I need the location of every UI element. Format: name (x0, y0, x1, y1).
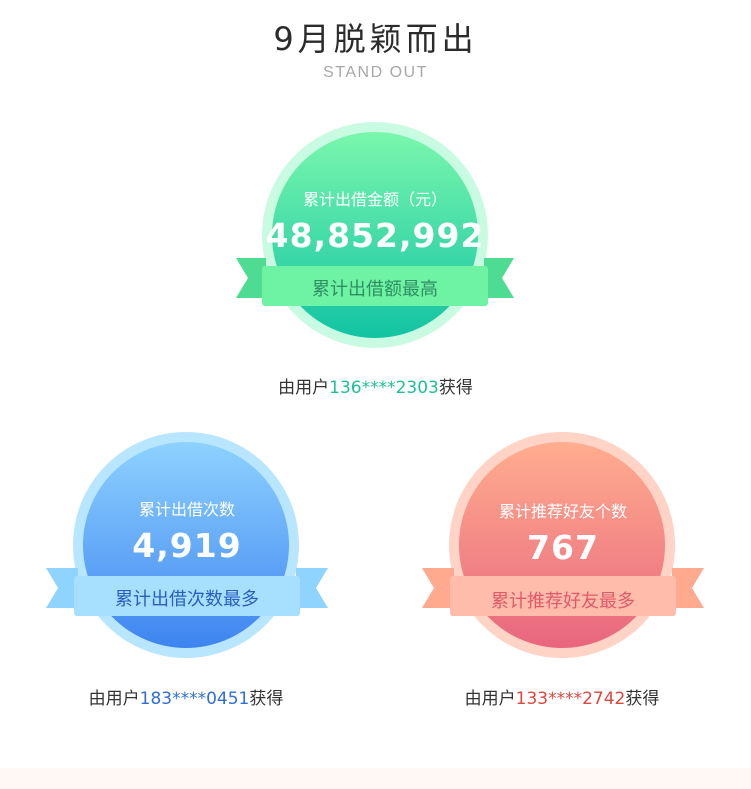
caption-prefix: 由用户 (88, 689, 140, 709)
caption-user-id: 133****2742 (515, 689, 626, 709)
bottom-section-strip (0, 768, 751, 789)
award-label: 累计出借金额（元） (302, 190, 447, 209)
award-value: 767 (527, 528, 599, 567)
award-ribbon-text: 累计出借额最高 (312, 279, 438, 300)
pink-medal-graphic (422, 432, 704, 658)
award-caption: 由用户133****2742获得 (376, 684, 748, 709)
award-caption: 由用户136****2303获得 (0, 373, 751, 398)
caption-prefix: 由用户 (278, 378, 330, 398)
green-medal-graphic (236, 122, 514, 348)
caption-suffix: 获得 (625, 689, 660, 709)
award-label: 累计推荐好友个数 (498, 502, 627, 521)
award-label: 累计出借次数 (138, 500, 235, 519)
caption-suffix: 获得 (438, 378, 473, 398)
page-title: 9月脱颖而出 (273, 20, 478, 58)
page-subtitle: STAND OUT (323, 64, 428, 81)
award-badge-lending-amount: 累计出借金额（元） 48,852,992 累计出借额最高 (232, 122, 518, 350)
blue-medal-graphic (46, 432, 328, 658)
award-badge-lending-count: 累计出借次数 4,919 累计出借次数最多 (44, 432, 330, 660)
award-badge-referrals: 累计推荐好友个数 767 累计推荐好友最多 (420, 432, 706, 660)
caption-prefix: 由用户 (464, 689, 516, 709)
caption-user-id: 183****0451 (139, 689, 250, 709)
award-caption: 由用户183****0451获得 (0, 684, 372, 709)
caption-user-id: 136****2303 (329, 378, 439, 398)
caption-suffix: 获得 (249, 689, 284, 709)
award-ribbon-text: 累计出借次数最多 (115, 589, 259, 610)
award-ribbon-text: 累计推荐好友最多 (491, 591, 635, 612)
award-value: 48,852,992 (265, 216, 485, 255)
award-value: 4,919 (132, 526, 242, 565)
